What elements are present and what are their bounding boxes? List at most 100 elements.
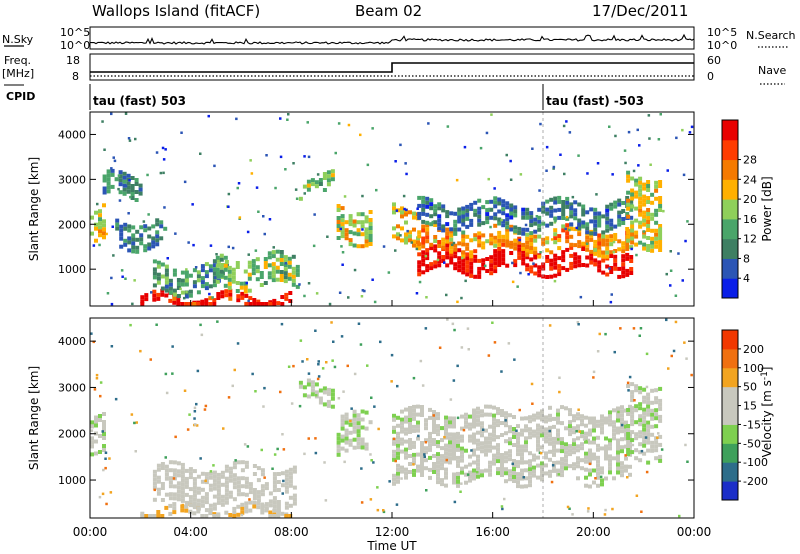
echo-cell <box>412 243 416 248</box>
echo-cell <box>646 392 651 397</box>
echo-cell <box>396 415 400 420</box>
echo-cell <box>180 302 185 306</box>
echo-cell <box>589 252 594 257</box>
echo-cell <box>476 446 480 451</box>
echo-cell <box>184 468 189 473</box>
echo-cell <box>428 447 432 452</box>
echo-cell <box>572 426 576 431</box>
echo-cell <box>436 428 440 433</box>
echo-cell <box>441 245 446 250</box>
echo-cell <box>505 243 510 248</box>
echo-cell <box>453 500 457 504</box>
echo-cell <box>609 206 614 211</box>
echo-cell <box>557 215 562 220</box>
echo-cell <box>259 271 264 275</box>
echo-cell <box>508 413 512 418</box>
echo-cell <box>635 494 639 497</box>
echo-cell <box>405 172 408 176</box>
echo-cell <box>674 294 678 297</box>
echo-cell <box>168 460 173 465</box>
echo-cell <box>596 443 600 448</box>
echo-cell <box>568 432 572 437</box>
echo-cell <box>520 472 524 477</box>
echo-cell <box>669 250 672 253</box>
echo-cell <box>176 485 181 490</box>
echo-cell <box>611 507 614 511</box>
echo-cell <box>601 242 606 247</box>
echo-cell <box>106 292 110 295</box>
echo-cell <box>412 424 416 429</box>
echo-cell <box>533 250 538 255</box>
echo-cell <box>513 205 518 210</box>
echo-cell <box>473 254 478 259</box>
echo-cell <box>460 454 464 459</box>
echo-cell <box>156 292 161 297</box>
echo-cell <box>247 272 252 277</box>
echo-cell <box>336 216 341 220</box>
echo-cell <box>617 247 622 252</box>
echo-cell <box>164 272 169 277</box>
echo-cell <box>400 226 404 231</box>
echo-cell <box>596 483 600 488</box>
echo-cell <box>642 194 647 199</box>
echo-cell <box>625 252 630 257</box>
echo-cell <box>614 134 617 138</box>
echo-cell <box>90 440 94 445</box>
echo-cell <box>568 448 572 453</box>
echo-cell <box>396 447 400 452</box>
echo-cell <box>405 208 408 212</box>
echo-cell <box>283 263 288 268</box>
nsky-trace <box>90 33 695 45</box>
echo-cell <box>629 267 634 271</box>
echo-cell <box>658 228 663 232</box>
echo-cell <box>593 262 598 267</box>
echo-cell <box>630 410 635 415</box>
echo-cell <box>209 470 213 473</box>
echo-cell <box>561 224 566 229</box>
echo-cell <box>646 400 651 405</box>
echo-cell <box>492 461 496 466</box>
echo-cell <box>654 440 659 445</box>
echo-cell <box>360 212 365 217</box>
echo-cell <box>629 255 634 259</box>
echo-cell <box>564 462 568 467</box>
echo-cell <box>565 235 570 240</box>
echo-cell <box>176 461 181 466</box>
echo-cell <box>156 280 161 285</box>
echo-cell <box>492 417 496 422</box>
echo-cell <box>505 239 510 244</box>
echo-cell <box>517 236 522 241</box>
echo-cell <box>429 242 434 247</box>
echo-cell <box>528 471 532 476</box>
echo-cell <box>589 237 594 242</box>
echo-cell <box>126 189 131 194</box>
echo-cell <box>548 473 552 478</box>
echo-cell <box>306 183 311 188</box>
echo-cell <box>476 430 480 435</box>
echo-cell <box>634 432 639 437</box>
echo-cell <box>533 229 538 234</box>
echo-cell <box>292 364 295 368</box>
echo-cell <box>212 514 217 518</box>
echo-cell <box>159 220 164 225</box>
echo-cell <box>624 408 628 413</box>
echo-cell <box>573 227 578 232</box>
echo-cell <box>424 458 428 463</box>
echo-cell <box>437 218 442 223</box>
echo-cell <box>624 436 628 441</box>
echo-cell <box>646 396 651 401</box>
echo-cell <box>525 227 530 232</box>
echo-cell <box>272 500 277 505</box>
echo-cell <box>532 457 536 462</box>
echo-cell <box>584 455 588 460</box>
echo-cell <box>584 451 588 456</box>
echo-cell <box>101 120 104 123</box>
echo-cell <box>127 236 132 241</box>
x-tick-label: 00:00 <box>73 525 108 539</box>
echo-cell <box>657 138 661 141</box>
echo-cell <box>640 449 644 453</box>
echo-cell <box>508 449 512 454</box>
colorbar-tick-label: 12 <box>743 233 757 246</box>
